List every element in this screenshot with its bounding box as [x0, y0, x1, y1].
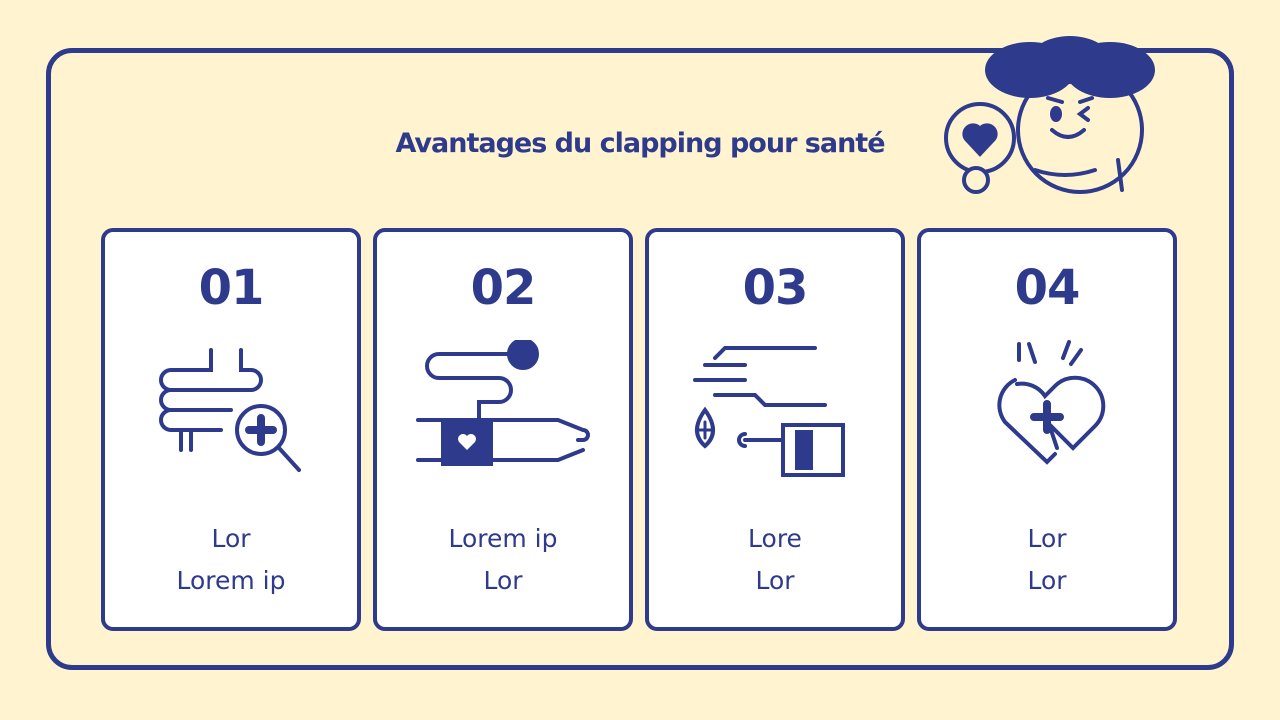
card-line: Lor — [1027, 524, 1067, 553]
card-line: Lor — [755, 566, 795, 595]
card-number: 01 — [198, 260, 265, 316]
benefit-card-1: 01 Lor Lorem ip — [101, 228, 361, 631]
card-line: Lorem ip — [448, 524, 558, 553]
heart-health-icon — [997, 340, 1106, 465]
mascot-heart-icon — [944, 36, 1155, 194]
card-line: Lor — [1027, 566, 1067, 595]
slide-title: Avantages du clapping pour santé — [395, 128, 885, 159]
card-line: Lor — [211, 524, 251, 553]
card-number: 03 — [742, 260, 809, 316]
benefit-card-3: 03 Lore Lor — [645, 228, 905, 631]
slide-frame — [46, 48, 1234, 670]
hand-sanitizer-icon — [693, 346, 845, 477]
blood-pressure-arm-icon — [416, 340, 590, 466]
benefit-card-4: 04 Lor Lor — [917, 228, 1177, 631]
card-number: 02 — [470, 260, 537, 316]
card-line: Lor — [483, 566, 523, 595]
intestine-magnifier-icon — [159, 348, 301, 472]
card-line: Lore — [748, 524, 802, 553]
card-line: Lorem ip — [176, 566, 286, 595]
card-number: 04 — [1014, 260, 1081, 316]
benefit-card-2: 02 Lorem ip Lor — [373, 228, 633, 631]
